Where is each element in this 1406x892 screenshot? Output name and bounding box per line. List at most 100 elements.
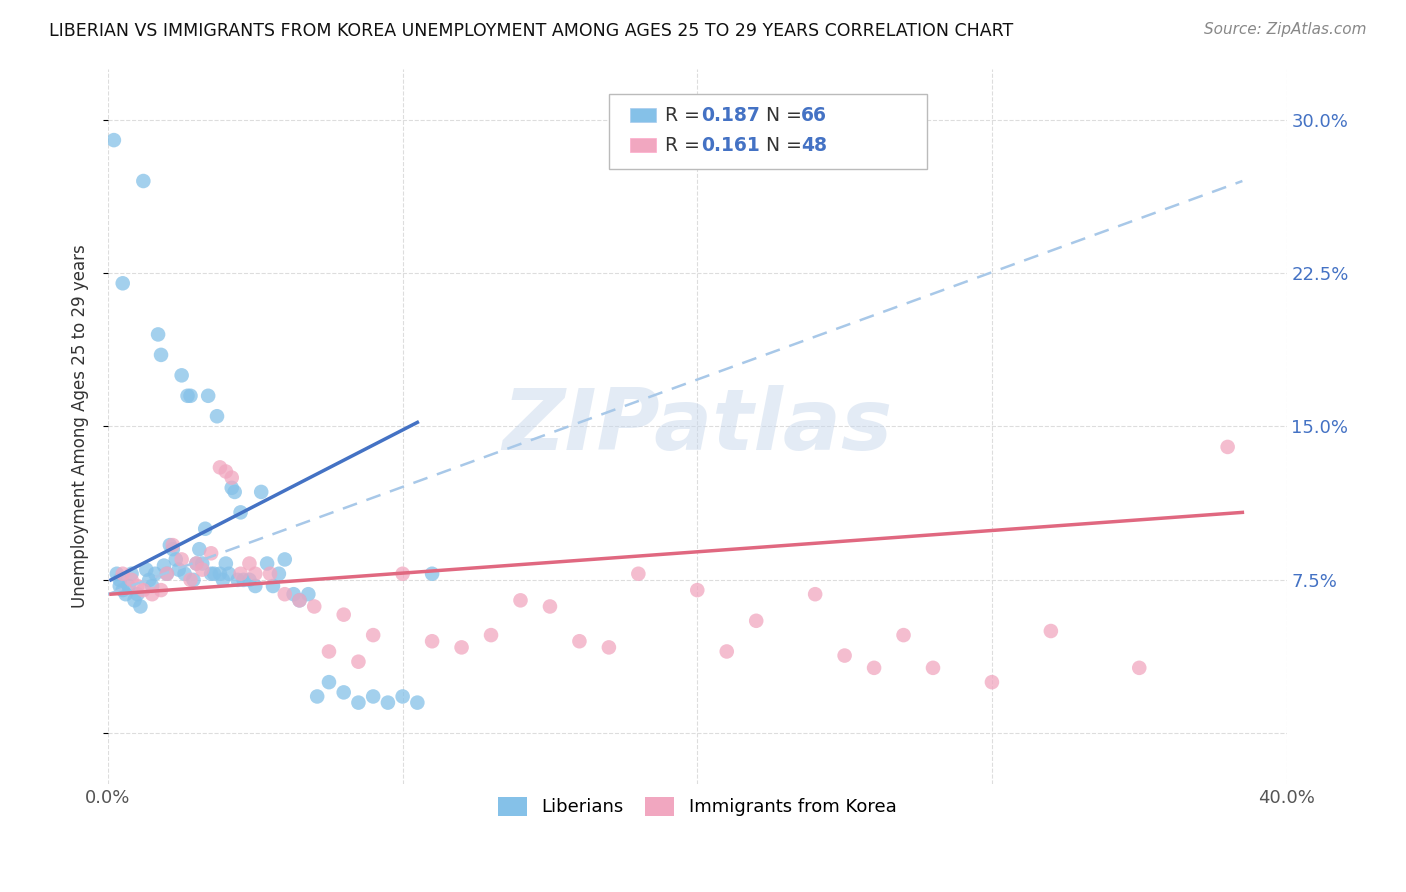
Point [716, 644, 738, 658]
Point [893, 628, 915, 642]
Text: R =: R = [665, 136, 706, 154]
Point [479, 628, 502, 642]
Text: ZIPatlas: ZIPatlas [502, 385, 893, 468]
Text: R =: R = [665, 105, 706, 125]
Point [103, 133, 125, 147]
Point [105, 566, 128, 581]
Point [229, 566, 252, 581]
Point [288, 593, 311, 607]
Text: 0.187: 0.187 [700, 105, 759, 125]
Point [238, 573, 260, 587]
Point [267, 566, 290, 581]
Point [191, 557, 214, 571]
Point [245, 566, 267, 581]
Point [226, 573, 249, 587]
Text: 48: 48 [801, 136, 827, 154]
Point [297, 587, 319, 601]
Text: 66: 66 [801, 105, 827, 125]
Point [332, 607, 354, 622]
Point [176, 389, 198, 403]
Point [162, 538, 184, 552]
Point [156, 566, 179, 581]
Point [224, 484, 246, 499]
Point [347, 696, 370, 710]
Point [420, 566, 443, 581]
Point [162, 542, 184, 557]
Point [238, 557, 260, 571]
Point [108, 573, 131, 587]
Point [568, 634, 591, 648]
Point [274, 587, 297, 601]
Point [283, 587, 305, 601]
Point [361, 628, 384, 642]
Legend: Liberians, Immigrants from Korea: Liberians, Immigrants from Korea [489, 789, 905, 825]
Point [165, 552, 187, 566]
Text: N =: N = [766, 136, 807, 154]
Point [686, 583, 709, 598]
Point [304, 599, 326, 614]
Point [186, 557, 208, 571]
Point [1128, 661, 1150, 675]
Point [141, 579, 163, 593]
Point [274, 552, 297, 566]
Point [129, 599, 152, 614]
Text: N =: N = [766, 105, 807, 125]
Point [150, 348, 173, 362]
Point [191, 563, 214, 577]
Point [186, 557, 208, 571]
Point [215, 465, 238, 479]
Point [108, 579, 131, 593]
Point [212, 573, 235, 587]
Point [450, 640, 472, 655]
Point [221, 470, 243, 484]
Point [232, 573, 254, 587]
FancyBboxPatch shape [630, 138, 657, 153]
Point [173, 566, 195, 581]
Point [170, 552, 193, 566]
Point [111, 566, 134, 581]
Point [111, 277, 134, 291]
Point [111, 583, 134, 598]
Point [981, 675, 1004, 690]
Point [332, 685, 354, 699]
Point [197, 389, 219, 403]
Point [121, 573, 143, 587]
Point [143, 566, 166, 581]
Point [121, 566, 143, 581]
Point [132, 583, 155, 598]
Point [509, 593, 531, 607]
FancyBboxPatch shape [630, 108, 657, 122]
Point [167, 563, 190, 577]
Point [221, 481, 243, 495]
FancyBboxPatch shape [609, 94, 927, 169]
Point [188, 542, 211, 557]
Point [218, 566, 240, 581]
Point [170, 368, 193, 383]
Point [307, 690, 329, 704]
Point [377, 696, 399, 710]
Point [804, 587, 827, 601]
Point [347, 655, 370, 669]
Point [202, 566, 225, 581]
Point [361, 690, 384, 704]
Point [117, 579, 139, 593]
Point [538, 599, 561, 614]
Point [132, 174, 155, 188]
Point [1216, 440, 1239, 454]
Point [200, 546, 222, 560]
Point [194, 522, 217, 536]
Point [179, 389, 201, 403]
Point [127, 579, 149, 593]
Point [150, 583, 173, 598]
Point [183, 573, 205, 587]
Point [318, 644, 340, 658]
Point [159, 538, 181, 552]
Y-axis label: Unemployment Among Ages 25 to 29 years: Unemployment Among Ages 25 to 29 years [72, 244, 89, 608]
Point [262, 579, 284, 593]
Point [1039, 624, 1062, 638]
Point [208, 460, 231, 475]
Point [318, 675, 340, 690]
Point [406, 696, 429, 710]
Text: LIBERIAN VS IMMIGRANTS FROM KOREA UNEMPLOYMENT AMONG AGES 25 TO 29 YEARS CORRELA: LIBERIAN VS IMMIGRANTS FROM KOREA UNEMPL… [49, 22, 1014, 40]
Point [259, 566, 281, 581]
